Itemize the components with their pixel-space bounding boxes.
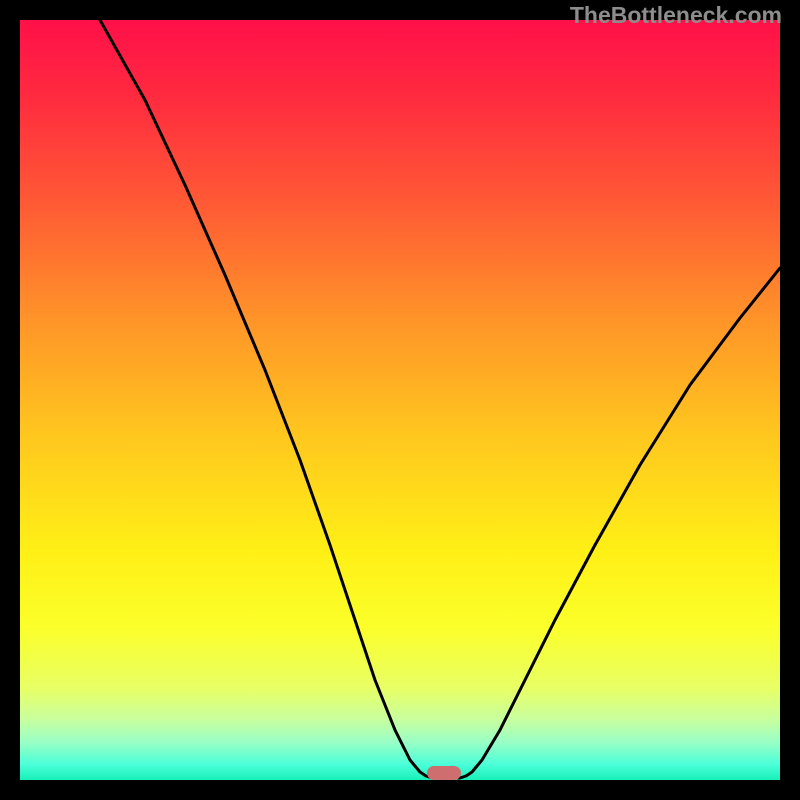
- plot-background: [20, 20, 780, 780]
- optimum-marker: [427, 766, 461, 780]
- watermark-text: TheBottleneck.com: [570, 2, 782, 29]
- bottleneck-chart: [0, 0, 800, 800]
